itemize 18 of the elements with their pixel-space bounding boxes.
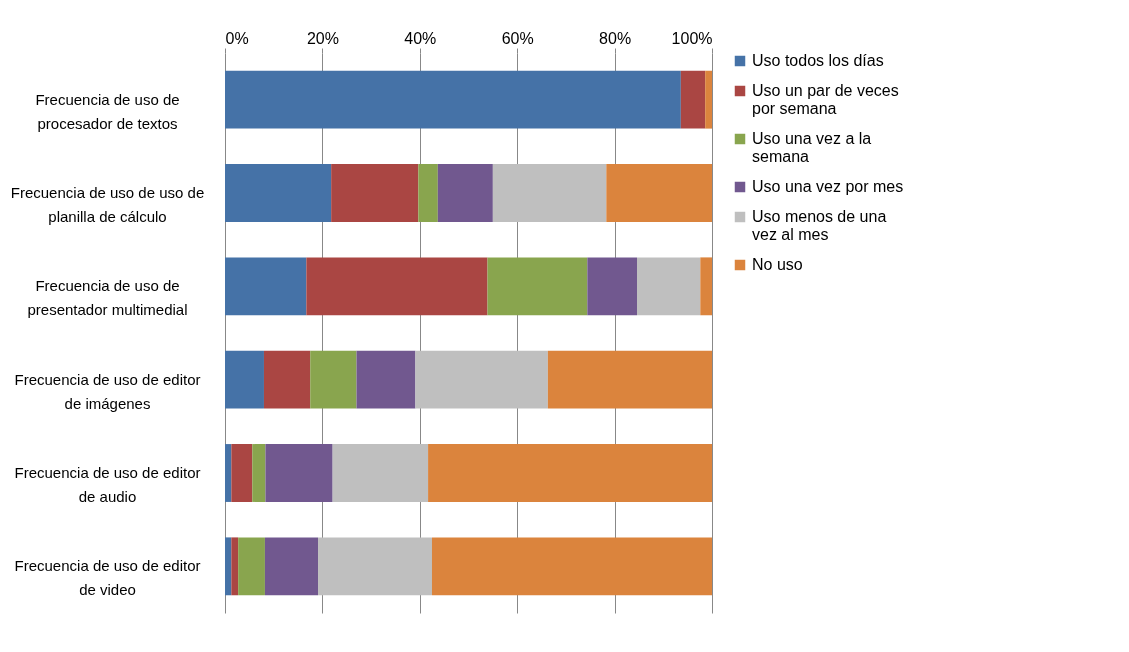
y-tick-label: Frecuencia de uso de presentador multimedial: [27, 277, 188, 319]
legend-label: Uso una vez a la semana: [752, 130, 872, 165]
legend-label: Uso un par de veces por semana: [752, 82, 899, 117]
y-tick-label: Frecuencia de uso de uso de planilla de cálculo: [10, 184, 205, 225]
y-tick-label: Frecuencia de uso de editor de imágenes: [14, 370, 201, 412]
legend-label: No uso: [752, 256, 803, 273]
x-tick-label: 20%: [306, 29, 339, 47]
y-tick-label: Frecuencia de uso de editor de video: [14, 557, 201, 599]
x-tick-label: 80%: [599, 29, 632, 47]
legend-label: Uso una vez por mes: [752, 178, 904, 195]
y-tick-label: Frecuencia de uso de procesador de textos: [35, 90, 180, 132]
legend-label: Uso todos los días: [752, 52, 884, 69]
x-tick-label: 0%: [225, 29, 249, 47]
x-tick-label: 60%: [501, 29, 534, 47]
x-tick-label: 40%: [404, 29, 437, 47]
legend-label: Uso menos de una vez al mes: [752, 208, 887, 243]
y-tick-label: Frecuencia de uso de editor de audio: [14, 464, 201, 505]
x-tick-label: 100%: [671, 29, 713, 47]
